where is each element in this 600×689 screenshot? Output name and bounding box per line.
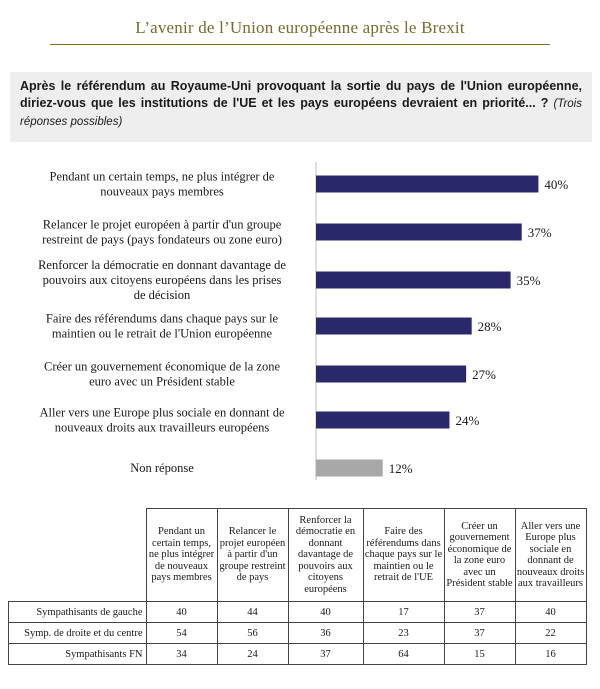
page-title: L’avenir de l’Union européenne après le … [135,18,465,37]
table-column-header: Faire des référendums dans chaque pays s… [362,508,445,602]
table-corner [9,509,147,602]
bar [316,459,383,477]
table-row-label: Sympathisants de gauche [8,601,147,623]
value-label: 37% [528,225,552,240]
value-label: 28% [478,319,502,334]
table-cell: 16 [514,643,587,665]
table-row: Sympathisants de gauche 40 44 40 17 37 4… [8,601,587,623]
value-label: 35% [517,273,541,288]
question-box: Après le référendum au Royaume-Uni provo… [10,72,592,142]
value-label: 27% [472,367,496,382]
category-label: Renforcer la démocratie en donnant davan… [38,258,286,302]
bar [316,175,539,193]
value-label: 40% [544,177,568,192]
bar [316,271,511,289]
table-column-header: Créer un gouvernement économique de la z… [443,508,516,602]
table-cell: 64 [362,643,445,665]
table-row: Sympathisants FN 34 24 37 64 15 16 [8,643,587,665]
category-label: Relancer le projet européen à partir d'u… [42,218,282,247]
table-cell: 22 [514,622,587,644]
table-cell: 54 [145,622,218,644]
table-cell: 40 [145,601,218,623]
table-cell: 40 [287,601,364,623]
table-column-header: Relancer le projet européen à partir d'u… [216,508,289,602]
category-label: Créer un gouvernement économique de la z… [44,360,280,389]
table-column-header: Pendant un certain temps, ne plus intégr… [145,508,218,602]
table-cell: 34 [145,643,218,665]
category-label: Aller vers une Europe plus sociale en do… [39,406,285,435]
table-column-header: Renforcer la démocratie en donnant davan… [287,508,364,602]
bar [316,223,522,241]
table-cell: 37 [443,601,516,623]
bar-chart: Pendant un certain temps, ne plus intégr… [38,162,568,480]
table-cell: 15 [443,643,516,665]
question-text: Après le référendum au Royaume-Uni provo… [20,78,582,131]
table-cell: 44 [216,601,289,623]
table-cell: 37 [443,622,516,644]
table-cell: 23 [362,622,445,644]
table-row-label: Sympathisants FN [8,643,147,665]
table-cell: 37 [287,643,364,665]
value-label: 24% [455,413,479,428]
category-label: Non réponse [130,461,194,475]
crosstab-table: Pendant un certain temps, ne plus intégr… [8,508,587,665]
category-label: Pendant un certain temps, ne plus intégr… [50,170,275,199]
table-cell: 56 [216,622,289,644]
table-header-row: Pendant un certain temps, ne plus intégr… [9,508,587,602]
bar [316,411,450,429]
question-note: (Trois réponses possibles) [20,98,582,128]
table-cell: 24 [216,643,289,665]
bar [316,365,467,383]
question-main: Après le référendum au Royaume-Uni provo… [20,79,582,110]
title-divider [50,44,550,45]
table-cell: 40 [514,601,587,623]
value-label: 12% [389,461,413,476]
table-cell: 36 [287,622,364,644]
table-cell: 17 [362,601,445,623]
table-row-label: Symp. de droite et du centre [8,622,147,644]
table-row: Symp. de droite et du centre 54 56 36 23… [8,622,587,644]
bar [316,317,472,335]
category-label: Faire des référendums dans chaque pays s… [46,312,279,341]
table-column-header: Aller vers une Europe plus sociale en do… [514,508,587,602]
